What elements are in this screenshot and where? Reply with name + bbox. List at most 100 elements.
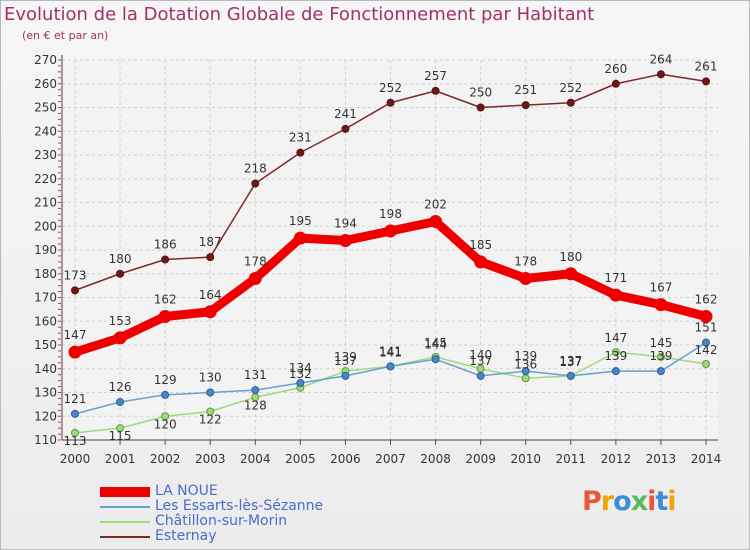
data-label: 151 [695, 321, 718, 335]
proxiti-logo: Proxiti [582, 486, 677, 517]
data-point [519, 272, 533, 285]
data-label: 130 [199, 371, 222, 385]
y-tick-label: 270 [34, 53, 57, 67]
logo-letter: o [613, 486, 632, 517]
data-point [476, 371, 485, 380]
data-label: 145 [424, 336, 447, 350]
data-label: 147 [64, 328, 87, 342]
y-tick-label: 260 [34, 77, 57, 91]
data-label: 178 [244, 255, 267, 269]
data-label: 252 [379, 81, 402, 95]
logo-letter: i [667, 486, 676, 517]
data-point [656, 70, 665, 79]
data-label: 260 [604, 62, 627, 76]
data-point [338, 234, 352, 247]
chart-subtitle: (en € et par an) [22, 29, 109, 42]
data-label: 147 [604, 331, 627, 345]
data-point [431, 86, 440, 95]
logo-letter: i [647, 486, 656, 517]
data-point [384, 224, 397, 238]
data-label: 250 [469, 86, 492, 100]
data-label: 257 [424, 69, 447, 83]
data-label: 113 [64, 434, 87, 448]
logo-letter: x [630, 486, 648, 517]
y-tick-label: 130 [34, 386, 57, 400]
data-label: 178 [514, 255, 537, 269]
y-tick-label: 150 [34, 338, 57, 352]
data-point [251, 179, 260, 188]
data-label: 231 [289, 131, 312, 145]
data-label: 126 [109, 380, 132, 394]
data-label: 137 [559, 355, 582, 369]
x-tick-label: 2005 [285, 452, 316, 466]
data-point [341, 371, 350, 380]
legend-label: Les Essarts-lès-Sézanne [155, 498, 324, 514]
y-tick-label: 120 [34, 409, 57, 423]
data-point [161, 412, 170, 421]
data-point [521, 374, 530, 383]
data-point [476, 103, 485, 112]
data-point [611, 79, 620, 88]
legend-swatch-essarts [100, 506, 150, 508]
data-point [68, 345, 82, 359]
x-tick-label: 2003 [195, 452, 226, 466]
data-point [203, 305, 217, 319]
data-label: 142 [695, 343, 718, 357]
data-label: 132 [289, 367, 312, 381]
data-point [611, 367, 620, 376]
data-label: 187 [199, 235, 222, 249]
data-label: 115 [109, 429, 132, 443]
data-point [113, 331, 127, 345]
data-point [206, 388, 215, 397]
x-tick-label: 2002 [150, 452, 181, 466]
x-tick-label: 2013 [646, 452, 677, 466]
x-tick-label: 2007 [375, 452, 406, 466]
data-label: 241 [334, 107, 357, 121]
data-point [116, 269, 125, 278]
data-point [521, 367, 530, 376]
legend-swatch-la-noue [100, 487, 150, 497]
data-point [161, 255, 170, 264]
data-point [609, 288, 623, 302]
data-point [702, 77, 710, 86]
data-label: 173 [64, 268, 87, 282]
x-tick-label: 2008 [420, 452, 451, 466]
data-label: 264 [649, 52, 672, 66]
data-point [341, 124, 350, 133]
logo-letter: t [655, 486, 668, 517]
data-point [386, 362, 395, 371]
data-label: 162 [695, 293, 718, 307]
data-point [702, 338, 710, 347]
data-point [564, 267, 578, 281]
y-tick-label: 190 [34, 243, 57, 257]
y-tick-label: 230 [34, 148, 57, 162]
legend-swatch-esternay [100, 536, 150, 538]
logo-letter: P [582, 486, 602, 517]
y-tick-label: 240 [34, 124, 57, 138]
data-point [699, 310, 713, 323]
data-point [656, 352, 665, 361]
data-label: 121 [64, 392, 87, 406]
data-label: 180 [109, 252, 132, 266]
data-point [429, 215, 443, 228]
y-tick-label: 170 [34, 291, 57, 305]
data-label: 141 [379, 344, 402, 358]
data-label: 136 [514, 357, 537, 371]
data-label: 171 [604, 271, 627, 285]
x-tick-label: 2010 [510, 452, 541, 466]
x-tick-label: 2006 [330, 452, 361, 466]
data-label: 153 [109, 314, 132, 328]
x-tick-label: 2009 [465, 452, 496, 466]
data-label: 129 [154, 373, 177, 387]
data-label: 162 [154, 293, 177, 307]
data-point [611, 348, 620, 357]
data-label: 202 [424, 198, 447, 212]
data-label: 134 [289, 361, 312, 375]
data-label: 145 [649, 336, 672, 350]
data-point [656, 367, 665, 376]
y-tick-label: 220 [34, 172, 57, 186]
logo-letter: r [600, 486, 614, 517]
data-label: 139 [604, 349, 627, 363]
data-point [206, 407, 215, 416]
data-point [206, 253, 215, 262]
